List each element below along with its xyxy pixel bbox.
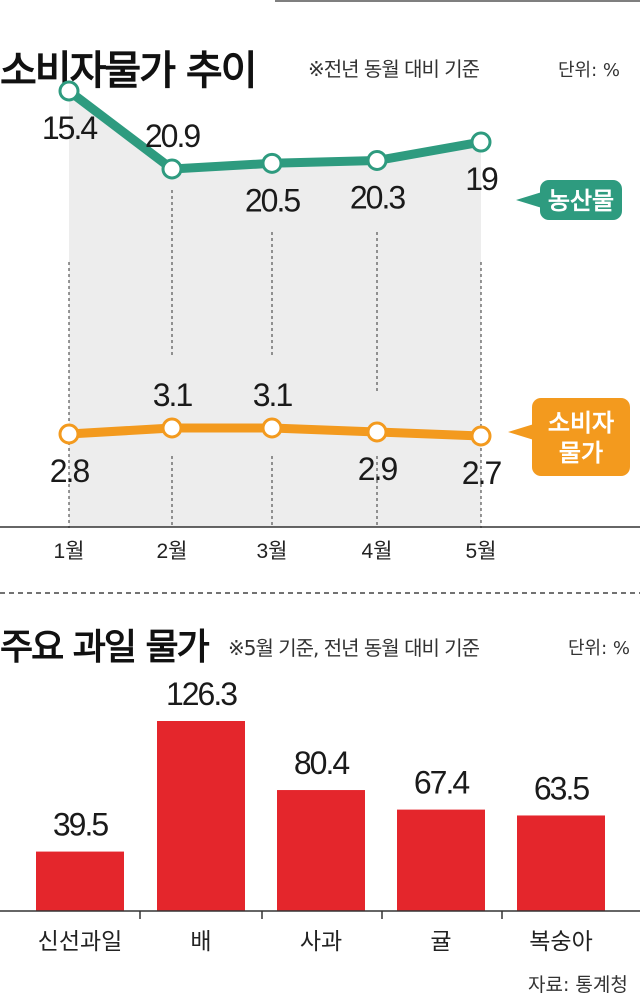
bar-category-label: 신선과일 [38,928,123,954]
bar [277,790,365,911]
point-cpi [161,417,183,439]
data-label-cpi: 2.7 [462,455,502,491]
bar-category-label: 사과 [300,928,342,954]
data-label-agri: 20.5 [245,182,300,218]
x-tick-label: 1월 [54,540,85,563]
data-label-agri: 20.9 [145,118,200,154]
legend-cpi-label: 물가 [559,440,603,467]
point-cpi [470,425,492,447]
legend-cpi-box [532,398,630,476]
legend-cpi-label: 소비자 [548,410,614,437]
chart1-title: 소비자물가 추이 [0,48,258,94]
bar-category-label: 복숭아 [529,928,592,954]
point-agri [366,149,388,171]
chart2-note: ※5월 기준, 전년 동월 대비 기준 [228,636,480,660]
legend-agri-box [540,180,622,220]
x-tick-label: 2월 [157,540,188,563]
x-tick-label: 5월 [466,540,497,563]
bar-value-label: 67.4 [414,765,469,801]
point-cpi [261,417,283,439]
point-agri [58,80,80,102]
data-label-cpi: 3.1 [153,377,193,413]
bar-value-label: 80.4 [294,745,349,781]
data-label-agri: 19 [465,161,498,197]
bar-category-label: 배 [190,928,211,954]
data-label-cpi: 2.9 [358,451,398,487]
point-cpi [58,423,80,445]
data-label-agri: 20.3 [350,179,405,215]
legend-cpi-pointer [508,424,534,440]
source-label: 자료: 통계청 [528,974,628,996]
x-tick-label: 3월 [257,540,288,563]
bar [517,815,605,911]
point-agri [470,131,492,153]
chart2-title: 주요 과일 물가 [0,627,210,668]
point-agri [261,152,283,174]
data-label-cpi: 2.8 [50,453,90,489]
point-agri [161,158,183,180]
chart2-unit: 단위: % [568,638,631,659]
bar [397,809,485,911]
legend-agri-label: 농산물 [548,188,614,215]
bar-category-label: 귤 [430,928,451,954]
data-label-cpi: 3.1 [253,377,293,413]
bar [36,851,124,911]
bar-value-label: 63.5 [534,770,589,806]
bar [157,721,245,911]
bar-value-label: 39.5 [53,807,108,843]
bar-value-label: 126.3 [166,676,237,712]
x-tick-label: 4월 [362,540,393,563]
data-label-agri: 15.4 [42,110,97,146]
chart1-note: ※전년 동월 대비 기준 [308,57,480,81]
legend-agri-pointer [516,192,542,208]
point-cpi [366,421,388,443]
chart1-unit: 단위: % [558,60,621,81]
